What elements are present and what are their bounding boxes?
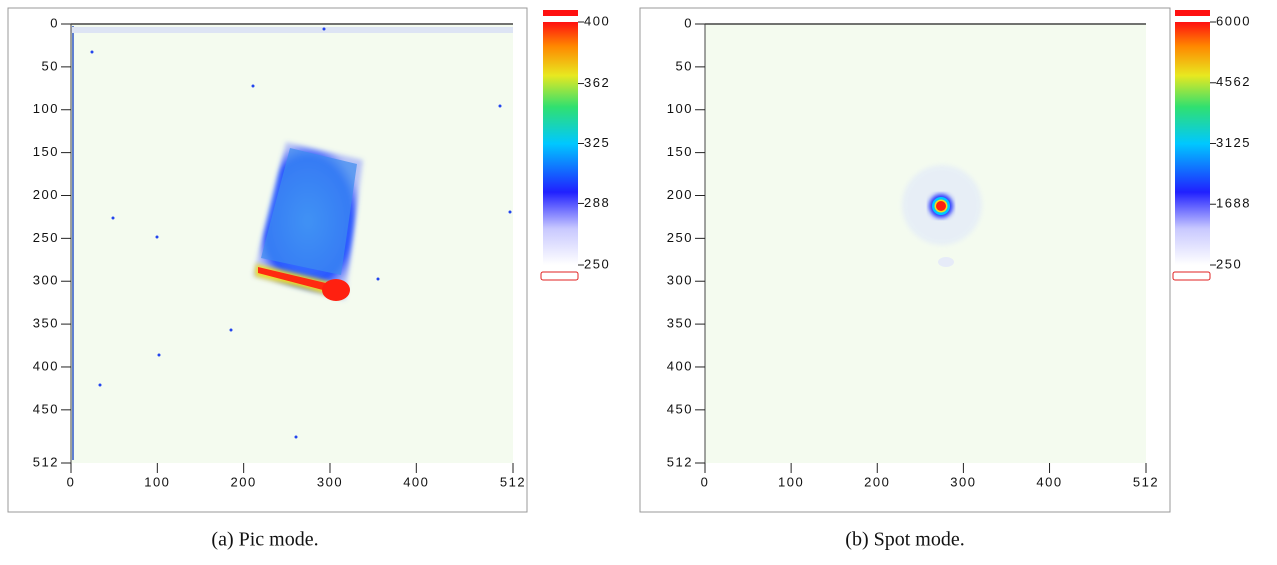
x-tick-label: 512 [500,474,526,489]
y-tick-label: 512 [33,454,59,469]
colorbar [543,22,578,265]
colorbar-tick-label: 250 [584,256,610,271]
colorbar-tick-label: 325 [584,135,610,150]
y-tick-label: 50 [676,58,693,73]
colorbar-tick-label: 3125 [1216,135,1251,150]
colorbar-tick-label: 250 [1216,256,1242,271]
y-tick-label: 100 [667,101,693,116]
y-tick-label: 0 [50,15,59,30]
colorbar-tick-label: 400 [584,13,610,28]
y-tick-label: 200 [33,187,59,202]
x-tick-label: 200 [864,474,890,489]
y-tick-label: 400 [667,358,693,373]
x-tick-label: 300 [950,474,976,489]
y-tick-label: 300 [667,273,693,288]
y-tick-label: 0 [684,15,693,30]
y-tick-label: 300 [33,273,59,288]
x-tick-label: 300 [317,474,343,489]
y-tick-label: 350 [667,316,693,331]
colorbar-handle[interactable] [1172,271,1211,281]
colorbar-handle[interactable] [543,10,578,16]
image-content [902,165,982,267]
x-tick-label: 400 [1036,474,1062,489]
x-tick-label: 200 [231,474,257,489]
y-tick-label: 512 [667,454,693,469]
colorbar-tick-label: 362 [584,75,610,90]
x-tick-label: 512 [1133,474,1159,489]
x-tick-label: 0 [67,474,76,489]
panel-frame [639,7,1171,513]
colorbar-handle[interactable] [540,271,579,281]
y-tick-label: 50 [42,58,59,73]
colorbar-tick-label: 288 [584,195,610,210]
y-tick-label: 250 [33,230,59,245]
panel-frame [7,7,528,513]
y-tick-label: 150 [667,144,693,159]
x-tick-label: 400 [403,474,429,489]
x-tick-label: 100 [144,474,170,489]
colorbar [1175,22,1210,265]
colorbar-handle[interactable] [1175,10,1210,16]
y-tick-label: 250 [667,230,693,245]
y-tick-label: 450 [667,401,693,416]
y-tick-label: 450 [33,401,59,416]
plot-area [705,24,1146,463]
y-tick-label: 350 [33,316,59,331]
x-tick-label: 100 [778,474,804,489]
colorbar-tick-label: 1688 [1216,196,1251,211]
caption: (a) Pic mode. [211,529,318,551]
x-tick-label: 0 [701,474,710,489]
y-tick-label: 200 [667,187,693,202]
y-tick-label: 150 [33,144,59,159]
colorbar-tick-label: 6000 [1216,13,1251,28]
y-tick-label: 400 [33,358,59,373]
y-tick-label: 100 [33,101,59,116]
caption: (b) Spot mode. [845,529,964,551]
colorbar-tick-label: 4562 [1216,74,1251,89]
